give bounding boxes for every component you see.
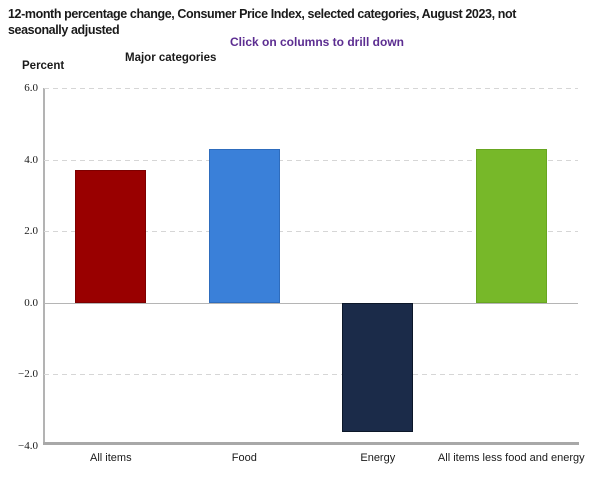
y-tick-label: 4.0 — [24, 153, 38, 166]
gridline — [44, 159, 578, 161]
x-category-label: All items — [90, 452, 132, 464]
gridline — [44, 88, 578, 89]
chart-title: 12-month percentage change, Consumer Pri… — [8, 6, 516, 38]
bar-all-items-less-food-and-energy[interactable] — [475, 148, 547, 303]
bar-energy[interactable] — [342, 302, 414, 432]
y-axis-title: Percent — [22, 60, 65, 72]
x-category-label: Food — [231, 452, 257, 464]
x-category-label: Energy — [360, 452, 396, 464]
chart-title-line1: 12-month percentage change, Consumer Pri… — [8, 7, 516, 21]
y-tick-label: 0.0 — [24, 296, 38, 309]
x-axis-line — [43, 442, 579, 445]
gridline — [44, 231, 578, 233]
x-category-label: All items less food and energy — [437, 452, 585, 464]
y-axis-line — [43, 88, 45, 443]
y-tick-label: 6.0 — [24, 82, 38, 94]
gridline — [44, 374, 578, 376]
chart-title-line2: seasonally adjusted — [8, 23, 120, 37]
bar-food[interactable] — [208, 148, 280, 303]
zero-line — [44, 302, 578, 304]
plot-area — [44, 88, 578, 446]
y-tick-label: −4.0 — [18, 440, 38, 452]
y-tick-label: 2.0 — [24, 225, 38, 238]
x-axis-title: Major categories — [125, 52, 217, 64]
drilldown-instruction: Click on columns to drill down — [230, 35, 405, 49]
y-tick-label: −2.0 — [18, 368, 38, 381]
bar-all-items[interactable] — [75, 170, 147, 303]
